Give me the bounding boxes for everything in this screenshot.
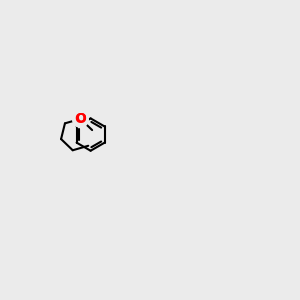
Text: O: O [75,112,86,126]
Text: O: O [75,112,86,125]
